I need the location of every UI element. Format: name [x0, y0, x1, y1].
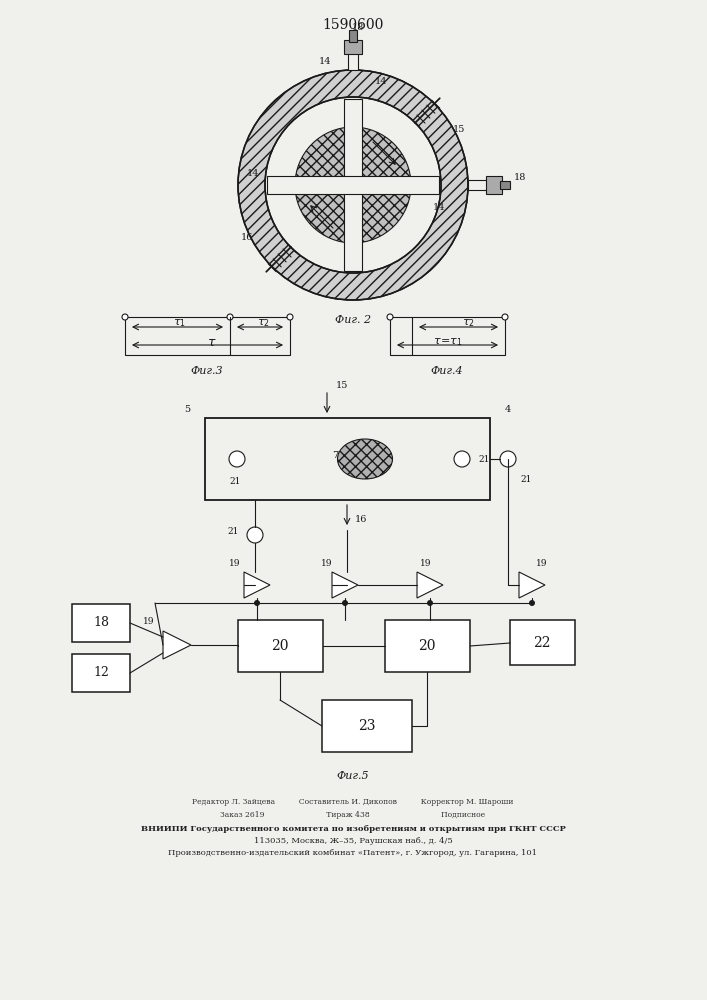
- Text: ВНИИПИ Государственного комитета по изобретениям и открытиям при ГКНТ СССР: ВНИИПИ Государственного комитета по изоб…: [141, 825, 566, 833]
- Text: $\tau\!=\!\tau_1$: $\tau\!=\!\tau_1$: [433, 336, 463, 348]
- Circle shape: [122, 314, 128, 320]
- Circle shape: [254, 600, 260, 606]
- Text: $\tau_2$: $\tau_2$: [257, 317, 269, 329]
- Text: $\tau$: $\tau$: [207, 336, 217, 349]
- Text: $\tau_2$: $\tau_2$: [462, 317, 474, 329]
- Bar: [348, 52, 358, 70]
- Text: 4: 4: [505, 406, 511, 414]
- Text: 19: 19: [420, 558, 432, 568]
- Text: 1590600: 1590600: [322, 18, 384, 32]
- Bar: [344, 40, 362, 54]
- Circle shape: [529, 600, 535, 606]
- Text: $\tau_1$: $\tau_1$: [173, 317, 185, 329]
- Bar: [72, 604, 130, 642]
- Bar: [385, 620, 470, 672]
- Text: 15: 15: [452, 125, 465, 134]
- Text: 21: 21: [229, 477, 240, 486]
- Text: 19: 19: [536, 558, 548, 568]
- Circle shape: [500, 451, 516, 467]
- Text: 14: 14: [375, 78, 387, 87]
- Circle shape: [387, 314, 393, 320]
- Text: Фиг.5: Фиг.5: [337, 771, 369, 781]
- Polygon shape: [163, 631, 191, 659]
- Text: Фиг. 2: Фиг. 2: [335, 315, 371, 325]
- Text: 18: 18: [352, 22, 364, 31]
- Bar: [510, 620, 575, 665]
- Text: 7: 7: [332, 450, 338, 460]
- Bar: [468, 180, 488, 190]
- Bar: [486, 176, 502, 194]
- Text: 21: 21: [479, 454, 490, 464]
- Bar: [322, 700, 412, 752]
- Polygon shape: [332, 572, 358, 598]
- Text: 113035, Москва, Ж–35, Раушская наб., д. 4/5: 113035, Москва, Ж–35, Раушская наб., д. …: [254, 837, 452, 845]
- Circle shape: [287, 314, 293, 320]
- Polygon shape: [244, 572, 270, 598]
- Text: 19: 19: [229, 558, 241, 568]
- Polygon shape: [519, 572, 545, 598]
- Ellipse shape: [337, 439, 392, 479]
- Bar: [238, 620, 323, 672]
- Text: 14: 14: [433, 202, 445, 212]
- Text: 16: 16: [241, 232, 253, 241]
- Bar: [205, 418, 490, 500]
- Text: 20: 20: [271, 639, 288, 653]
- Bar: [349, 30, 357, 42]
- Text: Фиг.3: Фиг.3: [191, 366, 223, 376]
- Text: 21: 21: [228, 526, 239, 536]
- Circle shape: [247, 527, 263, 543]
- Bar: [72, 654, 130, 692]
- Text: 19: 19: [321, 558, 333, 568]
- Text: 18: 18: [514, 172, 526, 182]
- Text: 15: 15: [336, 381, 348, 390]
- Text: 14: 14: [247, 168, 259, 178]
- Text: 16: 16: [355, 516, 367, 524]
- Text: 14: 14: [319, 57, 332, 66]
- Circle shape: [229, 451, 245, 467]
- Text: Заказ 2619                          Тираж 438                              Подпи: Заказ 2619 Тираж 438 Подпи: [221, 811, 486, 819]
- Circle shape: [342, 600, 348, 606]
- Text: Фиг.4: Фиг.4: [431, 366, 463, 376]
- Circle shape: [427, 600, 433, 606]
- Text: 5: 5: [184, 406, 190, 414]
- Circle shape: [454, 451, 470, 467]
- Polygon shape: [417, 572, 443, 598]
- Circle shape: [238, 70, 468, 300]
- Text: 21: 21: [520, 475, 532, 484]
- Circle shape: [502, 314, 508, 320]
- Bar: [125, 317, 290, 355]
- Bar: [344, 99, 362, 271]
- Circle shape: [265, 97, 441, 273]
- Text: Производственно-издательский комбинат «Патент», г. Ужгород, ул. Гагарина, 101: Производственно-издательский комбинат «П…: [168, 849, 537, 857]
- Text: Редактор Л. Зайцева          Составитель И. Дикопов          Корректор М. Шароши: Редактор Л. Зайцева Составитель И. Дикоп…: [192, 798, 514, 806]
- Text: 19: 19: [144, 616, 155, 626]
- Text: 20: 20: [419, 639, 436, 653]
- Text: 18: 18: [93, 616, 109, 630]
- Text: 22: 22: [533, 636, 551, 650]
- Bar: [390, 317, 505, 355]
- Text: 23: 23: [358, 719, 375, 733]
- Text: 12: 12: [93, 666, 109, 680]
- Circle shape: [295, 127, 411, 243]
- Circle shape: [227, 314, 233, 320]
- Bar: [500, 181, 510, 189]
- Bar: [267, 176, 439, 194]
